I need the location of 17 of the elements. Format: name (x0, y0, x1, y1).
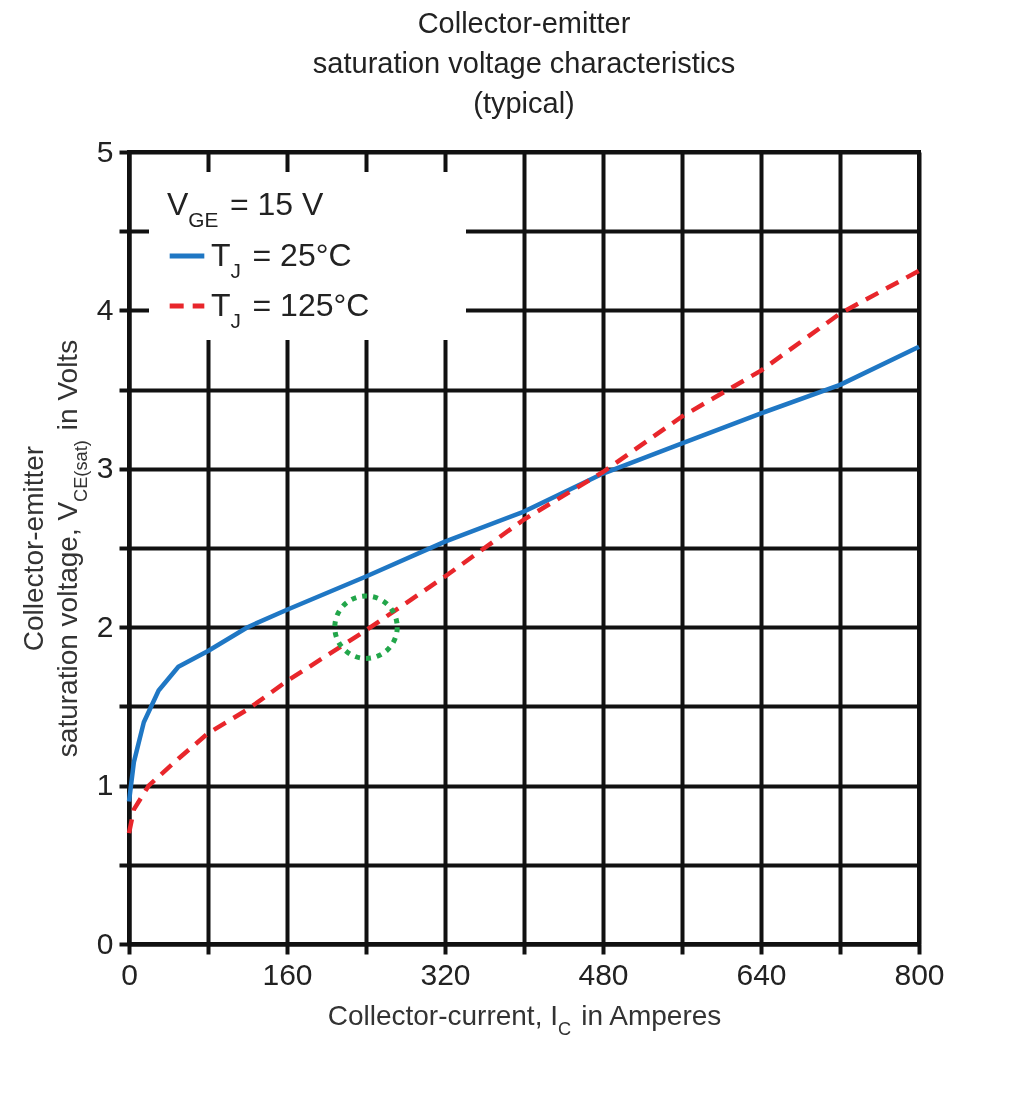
y-tick-label: 3 (96, 451, 114, 485)
x-tick-label: 800 (894, 957, 945, 991)
y-tick-label: 5 (96, 134, 114, 168)
y-tick-label: 2 (96, 609, 114, 643)
x-axis-title: Collector-current, I$_{C}$ in Amperes (327, 999, 722, 1039)
y-tick-label: 1 (96, 768, 114, 802)
chart-title: Collector-emitter saturation voltage characteristics (typical) (312, 7, 736, 119)
x-tick-label: 480 (578, 957, 629, 991)
legend-label: T$_{J}$ = 25°C (211, 237, 352, 282)
legend-label: T$_{J}$ = 125°C (211, 287, 370, 332)
y-tick-label: 0 (96, 926, 114, 960)
x-tick-label: 0 (121, 957, 138, 991)
x-tick-label: 320 (420, 957, 471, 991)
x-tick-label: 160 (262, 957, 313, 991)
legend-title: V$_{GE}$ = 15 V (167, 186, 325, 231)
x-tick-label: 640 (736, 957, 787, 991)
y-tick-label: 4 (96, 292, 114, 326)
